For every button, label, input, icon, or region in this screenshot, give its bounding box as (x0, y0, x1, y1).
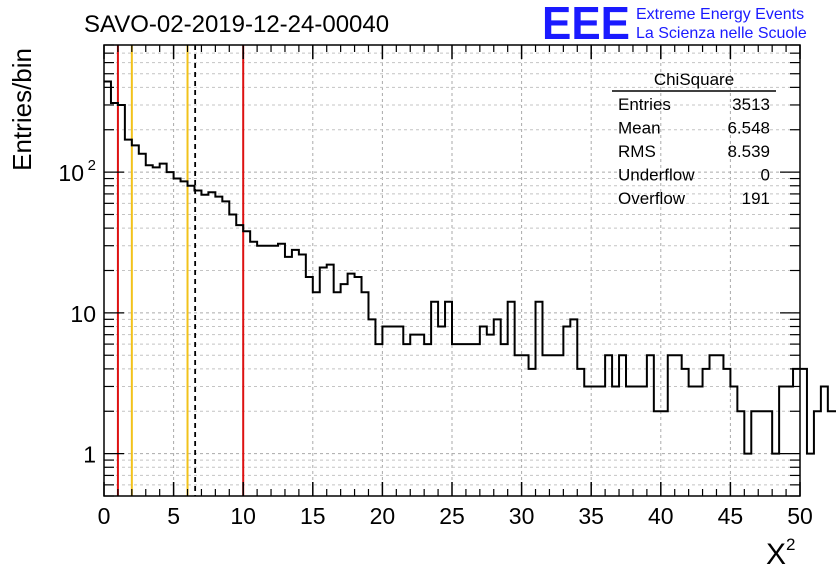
x-tick-label: 25 (439, 503, 465, 529)
stats-row-value: 191 (742, 189, 770, 208)
x-tick-label: 10 (230, 503, 256, 529)
y-tick-label: 10 (58, 160, 84, 186)
stats-title: ChiSquare (654, 70, 734, 89)
ylabel: Entries/bin (7, 48, 37, 171)
grid-lines (104, 45, 800, 496)
eee-logo: EEE Extreme Energy Events La Scienza nel… (542, 0, 807, 49)
stats-row-label: RMS (618, 142, 656, 161)
x-tick-label: 0 (98, 503, 111, 529)
x-tick-label: 45 (718, 503, 744, 529)
stats-row-label: Underflow (618, 166, 695, 185)
y-tick-label: 10 (70, 301, 96, 327)
logo-line-2: La Scienza nelle Scuole (636, 25, 807, 42)
x-axis-label: X2 (766, 535, 795, 571)
x-tick-label: 30 (509, 503, 535, 529)
x-tick-label: 5 (167, 503, 180, 529)
stats-row-label: Mean (618, 119, 661, 138)
stats-row-value: 8.539 (727, 142, 770, 161)
logo-letters: EEE (542, 0, 630, 49)
x-tick-label: 50 (787, 503, 813, 529)
x-axis-ticks: 0 5 10 15 20 25 30 35 40 45 50 (98, 45, 813, 529)
x-tick-label: 20 (370, 503, 396, 529)
y-tick-label: 1 (83, 442, 96, 468)
stats-row-value: 6.548 (727, 119, 770, 138)
x-tick-label: 40 (648, 503, 674, 529)
y-axis-label: Entries/bin (7, 48, 37, 171)
reference-lines (116, 45, 245, 496)
stats-box: ChiSquare Entries 3513 Mean 6.548 RMS 8.539 Un… (612, 70, 776, 208)
histogram-series (104, 80, 836, 455)
stats-row-label: Overflow (618, 189, 686, 208)
logo-line-1: Extreme Energy Events (636, 6, 804, 23)
xlabel-superscript: 2 (786, 535, 795, 554)
y-tick-label-exponent: 2 (88, 157, 96, 174)
stats-row-label: Entries (618, 95, 671, 114)
chart-title: SAVO-02-2019-12-24-00040 (84, 11, 389, 38)
xlabel-text: X (766, 538, 786, 571)
stats-row-value: 0 (761, 166, 770, 185)
stats-row-value: 3513 (732, 95, 770, 114)
xlabel: X2 (766, 535, 795, 571)
x-tick-label: 15 (300, 503, 326, 529)
x-tick-label: 35 (578, 503, 604, 529)
